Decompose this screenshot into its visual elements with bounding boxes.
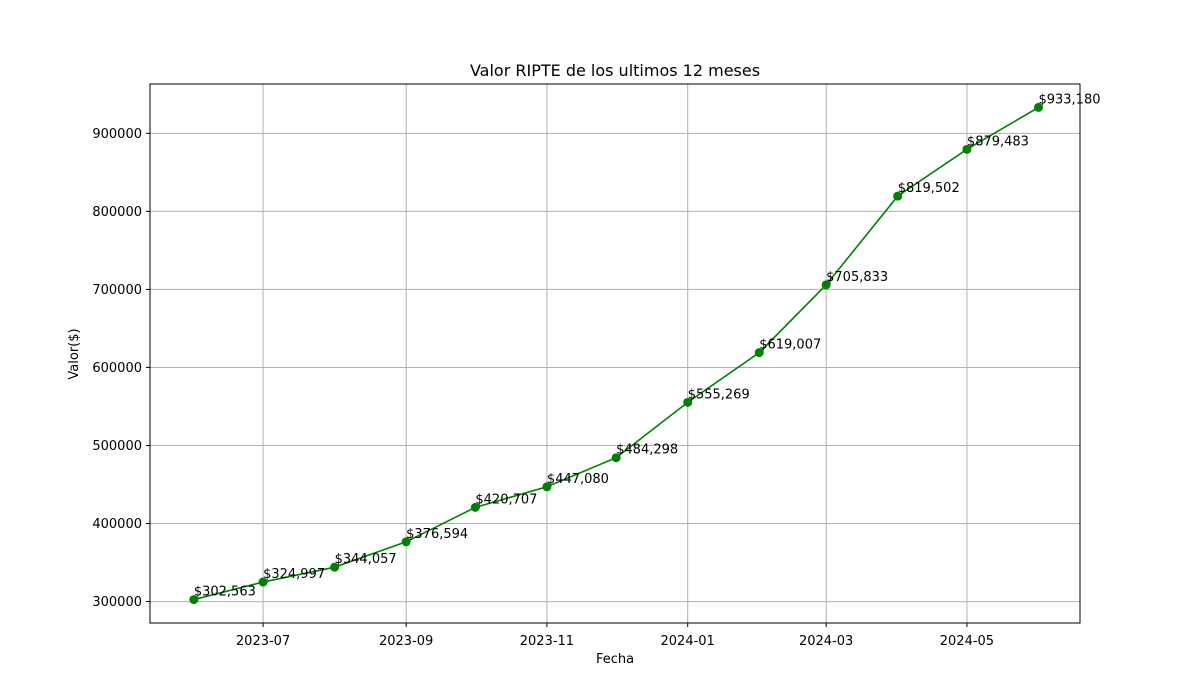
data-label: $555,269	[688, 387, 750, 402]
data-label: $933,180	[1038, 92, 1100, 107]
series-ripte: $302,563 $324,997 $344,057 $376,594 $420,707…	[189, 92, 1100, 605]
x-tick-label: 2023-07	[236, 634, 290, 649]
y-axis: 300000 400000 500000 600000 700000 800000 9000…	[92, 127, 150, 610]
data-label: $302,563	[194, 585, 256, 600]
y-tick-label: 700000	[92, 283, 142, 298]
x-tick-label: 2023-09	[379, 634, 433, 649]
data-label: $705,833	[826, 270, 888, 285]
x-tick-label: 2024-01	[661, 634, 715, 649]
data-label: $484,298	[616, 443, 678, 458]
x-axis: 2023-07 2023-09 2023-11 2024-01 2024-03 2024-…	[236, 623, 994, 649]
data-point	[893, 191, 903, 201]
data-label: $819,502	[898, 181, 960, 196]
y-tick-label: 600000	[92, 361, 142, 376]
y-tick-label: 900000	[92, 127, 142, 142]
data-label: $376,594	[406, 527, 468, 542]
data-point	[258, 577, 268, 587]
data-point	[683, 397, 693, 407]
data-label: $344,057	[335, 552, 397, 567]
data-point	[754, 348, 764, 358]
x-tick-label: 2024-05	[940, 634, 994, 649]
data-point	[470, 502, 480, 512]
x-tick-label: 2023-11	[520, 634, 574, 649]
y-tick-label: 300000	[92, 595, 142, 610]
data-point	[189, 595, 199, 605]
grid	[150, 84, 1080, 623]
data-point	[821, 280, 831, 290]
data-label: $420,707	[475, 492, 537, 507]
data-point	[1033, 102, 1043, 112]
plot-area	[149, 83, 1081, 624]
data-point	[611, 453, 621, 463]
data-label: $879,483	[967, 134, 1029, 149]
data-point	[542, 482, 552, 492]
y-tick-label: 400000	[92, 517, 142, 532]
data-point	[962, 144, 972, 154]
data-point	[401, 537, 411, 547]
data-label: $324,997	[263, 567, 325, 582]
data-label: $619,007	[759, 338, 821, 353]
x-tick-label: 2024-03	[799, 634, 853, 649]
y-tick-label: 800000	[92, 205, 142, 220]
data-label: $447,080	[547, 472, 609, 487]
y-axis-label: Valor($)	[67, 328, 82, 379]
y-tick-label: 500000	[92, 439, 142, 454]
chart-title: Valor RIPTE de los ultimos 12 meses	[470, 61, 760, 80]
data-point	[330, 562, 340, 572]
x-axis-label: Fecha	[596, 652, 634, 667]
